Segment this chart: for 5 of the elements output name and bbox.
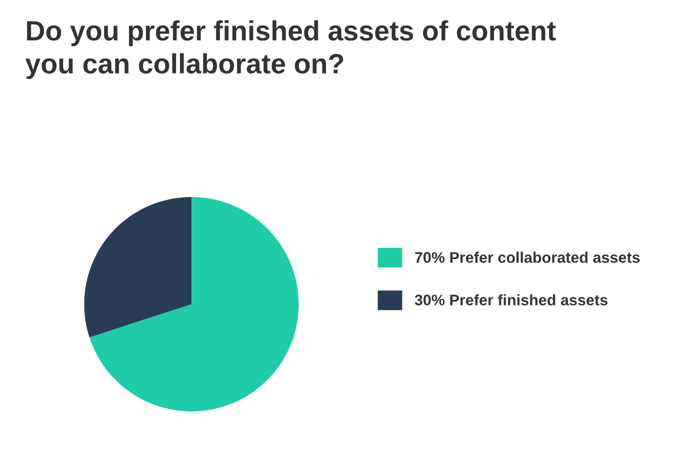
legend-label: 30% Prefer finished assets xyxy=(414,294,608,306)
pie-slice xyxy=(89,196,299,412)
pie-slice xyxy=(84,196,192,338)
legend-label: 70% Prefer collaborated assets xyxy=(415,252,640,263)
chart-title: Do you prefer finished assets of content you can collaborate on? xyxy=(25,20,556,80)
